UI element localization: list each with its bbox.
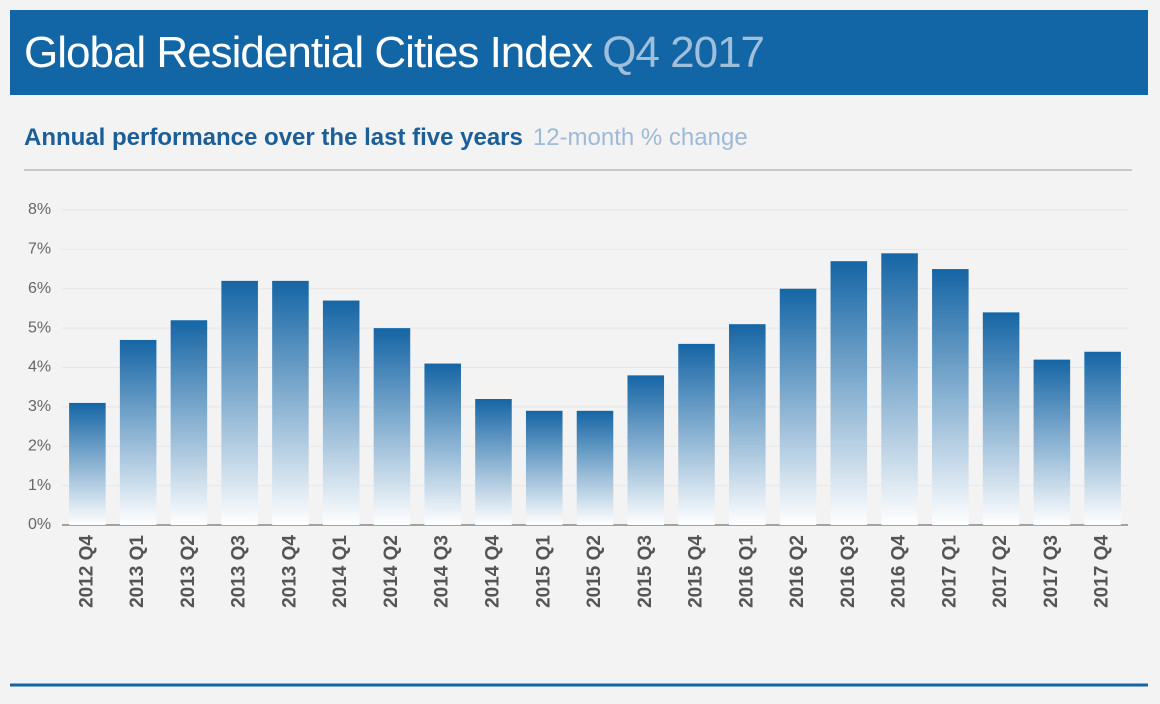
y-tick-label: 8%: [28, 201, 51, 218]
bar: [982, 312, 1020, 525]
y-tick-label: 7%: [28, 241, 51, 258]
subtitle-note: 12-month % change: [532, 124, 748, 151]
bar: [272, 280, 309, 525]
x-tick-label: 2014 Q3: [432, 535, 453, 608]
bar: [424, 363, 461, 525]
x-tick-label: 2016 Q1: [736, 535, 757, 608]
subtitle-main: Annual performance over the last five ye…: [24, 124, 523, 151]
bar: [221, 280, 258, 525]
y-tick-label: 1%: [28, 477, 51, 494]
y-tick-label: 0%: [28, 516, 51, 533]
x-tick-label: 2013 Q4: [279, 535, 300, 608]
y-tick-label: 6%: [28, 280, 51, 297]
bar: [1033, 359, 1071, 525]
x-tick-label: 2012 Q4: [76, 535, 97, 608]
x-tick-label: 2017 Q4: [1092, 535, 1113, 608]
x-tick-label: 2015 Q3: [635, 535, 656, 608]
bar: [373, 328, 411, 525]
x-tick-label: 2015 Q4: [686, 535, 707, 608]
header-band: Global Residential Cities Index Q4 2017: [10, 10, 1148, 95]
x-tick-label: 2013 Q2: [178, 535, 199, 608]
bar: [678, 343, 715, 525]
y-tick-label: 4%: [28, 359, 51, 376]
x-tick-label: 2017 Q3: [1041, 535, 1062, 608]
x-tick-label: 2016 Q3: [838, 535, 859, 608]
bar: [627, 375, 665, 525]
y-tick-label: 2%: [28, 437, 51, 454]
y-tick-label: 5%: [28, 319, 51, 336]
x-tick-label: 2013 Q3: [229, 535, 250, 608]
x-tick-label: 2015 Q2: [584, 535, 605, 608]
x-tick-label: 2014 Q2: [381, 535, 402, 608]
bar: [170, 320, 208, 525]
x-tick-label: 2013 Q1: [127, 535, 148, 608]
bar: [779, 288, 817, 525]
x-tick-label: 2017 Q2: [990, 535, 1011, 608]
x-tick-label: 2017 Q1: [939, 535, 960, 608]
bar: [475, 399, 512, 525]
bar: [525, 410, 563, 525]
bar: [119, 339, 157, 525]
y-tick-label: 3%: [28, 398, 51, 415]
title-main: Global Residential Cities Index: [24, 28, 593, 77]
bar: [881, 253, 918, 525]
x-tick-label: 2014 Q4: [482, 535, 503, 608]
title-suffix: Q4 2017: [602, 28, 765, 77]
bar: [1084, 351, 1121, 525]
chart-title: Global Residential Cities Index Q4 2017: [24, 28, 765, 78]
x-tick-label: 2016 Q4: [889, 535, 910, 608]
bar: [830, 261, 868, 525]
chart-subtitle: Annual performance over the last five ye…: [24, 124, 748, 152]
x-tick-label: 2015 Q1: [533, 535, 554, 608]
bar: [932, 269, 969, 525]
x-tick-label: 2016 Q2: [787, 535, 808, 608]
bar: [322, 300, 360, 525]
bar: [729, 324, 766, 525]
bar: [576, 410, 614, 525]
x-tick-label: 2014 Q1: [330, 535, 351, 608]
bar: [69, 402, 106, 525]
